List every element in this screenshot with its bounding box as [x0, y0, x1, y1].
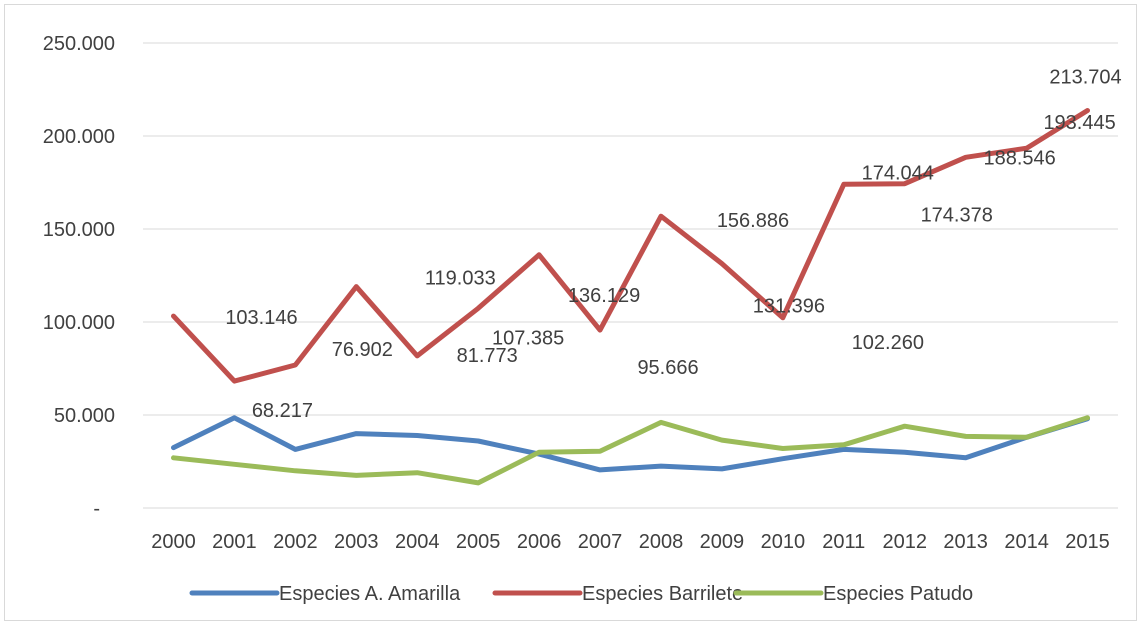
x-tick-label: 2008: [639, 531, 684, 553]
data-label: 174.044: [862, 162, 934, 184]
data-label: 68.217: [252, 400, 313, 422]
x-tick-label: 2009: [700, 531, 745, 553]
chart-frame: [4, 4, 1137, 621]
data-label: 81.773: [457, 345, 518, 367]
series-line: [171, 415, 1090, 486]
data-label: 95.666: [637, 357, 698, 379]
legend: Especies A. Amarilla Especies Barrilete Es…: [189, 583, 973, 605]
data-label: 156.886: [717, 210, 789, 232]
data-label: 136.129: [568, 285, 640, 307]
x-tick-label: 2012: [882, 531, 927, 553]
series-line: [171, 108, 1090, 384]
gridlines: [143, 42, 1118, 509]
data-label: 174.378: [921, 205, 993, 227]
series-line: [171, 415, 1090, 473]
x-tick-label: 2006: [517, 531, 562, 553]
x-tick-label: 2013: [943, 531, 988, 553]
x-tick-label: 2011: [822, 531, 865, 553]
x-tick-label: 2003: [334, 531, 379, 553]
x-tick-label: 2015: [1065, 531, 1110, 553]
y-tick-label: 100.000: [43, 312, 115, 334]
legend-label: Especies A. Amarilla: [279, 583, 461, 605]
y-tick-label: 50.000: [54, 405, 115, 427]
x-tick-label: 2005: [456, 531, 501, 553]
data-label: 213.704: [1049, 67, 1121, 89]
y-tick-label: 250.000: [43, 33, 115, 55]
x-tick-label: 2007: [578, 531, 623, 553]
data-label: 188.546: [984, 147, 1056, 169]
y-tick-label: 200.000: [43, 126, 115, 148]
y-tick-label: -: [93, 498, 100, 520]
series-lines: [171, 108, 1090, 486]
data-labels: 103.14668.21776.902119.03381.773107.3851…: [225, 67, 1121, 423]
data-label: 76.902: [332, 339, 393, 361]
axis-labels: - 50.000 100.000 150.000 200.000 250.000 2000 2…: [43, 33, 1110, 553]
legend-label: Especies Patudo: [823, 583, 973, 605]
x-tick-label: 2000: [151, 531, 196, 553]
x-tick-label: 2002: [273, 531, 318, 553]
x-tick-label: 2001: [212, 531, 257, 553]
data-label: 103.146: [225, 307, 297, 329]
legend-label: Especies Barrilete: [582, 583, 743, 605]
x-tick-label: 2004: [395, 531, 440, 553]
data-label: 193.445: [1043, 112, 1115, 134]
data-label: 102.260: [852, 332, 924, 354]
data-label: 107.385: [492, 327, 564, 349]
data-label: 131.396: [753, 296, 825, 318]
y-tick-label: 150.000: [43, 219, 115, 241]
x-tick-label: 2014: [1004, 531, 1049, 553]
x-tick-label: 2010: [761, 531, 806, 553]
data-label: 119.033: [425, 268, 496, 290]
